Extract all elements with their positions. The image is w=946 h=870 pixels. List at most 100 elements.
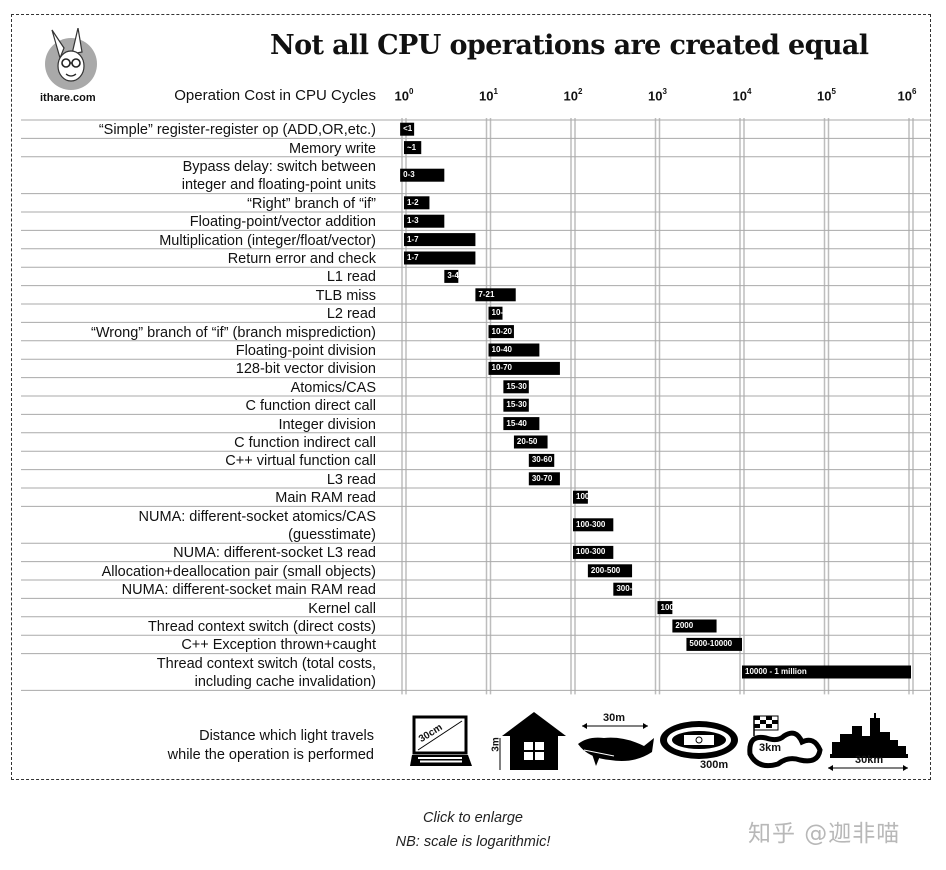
bar-range-label: 5000-10000 <box>689 639 733 649</box>
bar-range-label: 10-70 <box>491 363 512 373</box>
cost-bar <box>503 380 529 394</box>
rabbit-logo-icon <box>45 28 97 90</box>
operation-label: C function indirect call <box>234 435 376 451</box>
bar-range-label: 15-30 <box>506 381 527 391</box>
cost-bar <box>742 665 911 679</box>
bar-range-label: 100-300 <box>576 519 606 529</box>
stadium-distance-label: 300m <box>700 759 729 771</box>
x-tick-label: 103 <box>648 87 667 104</box>
bar-range-label: 2000 <box>675 621 694 630</box>
operation-label: Floating-point/vector addition <box>189 214 376 231</box>
cost-bar <box>613 582 633 596</box>
bar-range-label: 1-7 <box>407 234 419 244</box>
laptop-icon <box>410 715 472 766</box>
whale-distance-label: 30m <box>603 712 626 724</box>
operation-label: “Wrong” branch of “if” (branch mispredic… <box>91 324 376 341</box>
operation-label: “Right” branch of “if” <box>247 195 376 212</box>
bar-range-label: 15-40 <box>506 418 527 428</box>
x-tick-label: 100 <box>394 87 414 104</box>
cost-bar <box>444 269 459 283</box>
cost-bar <box>488 325 514 339</box>
chart-frame <box>11 14 931 780</box>
bar-range-label: 10-20 <box>491 326 512 336</box>
bar-range-label: 30-70 <box>531 473 553 483</box>
bar-range-label: 100-150 <box>576 492 606 502</box>
operation-label: Main RAM read <box>275 490 376 507</box>
bar-range-label: 1-3 <box>407 216 419 226</box>
cost-bar <box>503 417 540 431</box>
stadium-track-icon <box>660 721 738 759</box>
bar-range-label: 200-500 <box>590 565 621 575</box>
distance-label-line1: Distance which light travels <box>199 728 374 744</box>
operation-label: C++ Exception thrown+caught <box>181 637 376 654</box>
operation-label: L3 read <box>326 471 376 488</box>
logo-text: ithare.com <box>40 92 96 104</box>
operation-label: C function direct call <box>245 398 376 415</box>
bar-range-label: 20-50 <box>516 437 538 446</box>
watermark: 知乎 @迦非喵 <box>748 821 901 847</box>
bar-range-label: 1-2 <box>407 197 419 207</box>
bar-range-label: 100-300 <box>576 547 606 557</box>
operation-label: L1 read <box>326 269 376 286</box>
x-tick-label: 106 <box>897 87 917 104</box>
cost-bar <box>488 306 503 320</box>
bar-range-label: 1-7 <box>407 253 419 262</box>
cost-bar <box>404 251 476 265</box>
caption-log-scale-note: NB: scale is logarithmic! <box>395 834 551 850</box>
cost-bar <box>528 472 560 486</box>
bar-range-label: 7-21 <box>478 289 495 299</box>
bar-range-label: 10-12 <box>491 308 512 318</box>
operation-label: L2 read <box>326 306 376 323</box>
x-tick-label: 104 <box>732 87 752 104</box>
cost-bar <box>528 453 555 467</box>
cost-bar <box>503 398 529 412</box>
cost-bar <box>404 214 445 228</box>
house-icon <box>499 712 566 770</box>
cost-bar <box>587 564 633 578</box>
operation-label: NUMA: different-socket L3 read <box>173 545 376 562</box>
cost-bar <box>475 288 516 302</box>
house-distance-label: 3m <box>490 737 502 752</box>
operation-label: NUMA: different-socket atomics/CAS (guess… <box>138 508 376 543</box>
operation-label: 128-bit vector division <box>235 361 376 378</box>
cost-bar <box>573 518 614 532</box>
operation-label: Bypass delay: switch between integer and … <box>181 159 376 194</box>
cost-bar <box>686 637 742 651</box>
operation-label: Allocation+deallocation pair (small obje… <box>101 563 376 580</box>
cost-bar <box>404 141 422 155</box>
bar-range-label: 15-30 <box>506 400 527 410</box>
distance-label-line2: while the operation is performed <box>167 747 374 763</box>
operation-label: Kernel call <box>308 600 376 617</box>
cost-bar <box>488 343 540 357</box>
operation-label: C++ virtual function call <box>225 453 376 470</box>
bar-range-label: 30-60 <box>531 455 553 465</box>
x-tick-label: 101 <box>479 87 498 104</box>
bar-range-label: 0-3 <box>403 170 415 180</box>
bar-range-label: 10000 - 1 million <box>745 667 807 676</box>
caption-click-to-enlarge[interactable]: Click to enlarge <box>423 810 523 826</box>
cost-bar <box>400 122 415 136</box>
bar-range-label: ~1 <box>407 142 417 152</box>
operation-label: Integer division <box>278 416 376 433</box>
cost-bar <box>400 168 445 182</box>
race-track-icon <box>747 715 823 769</box>
cost-bar <box>404 196 430 210</box>
whale-icon <box>578 723 654 766</box>
operation-label: NUMA: different-socket main RAM read <box>121 582 376 599</box>
x-tick-label: 102 <box>563 87 583 104</box>
axis-header-label: Operation Cost in CPU Cycles <box>174 87 376 104</box>
bar-range-label: 3-4 <box>447 271 459 281</box>
race-track-distance-label: 3km <box>759 742 782 754</box>
operation-label: Multiplication (integer/float/vector) <box>159 232 376 249</box>
x-tick-label: 105 <box>817 87 836 104</box>
operation-label: Thread context switch (direct costs) <box>147 619 376 635</box>
bar-range-label: 300-500 <box>616 584 646 594</box>
distance-label: Distance which light travels while the o… <box>168 727 374 765</box>
operation-label: Return error and check <box>227 251 376 267</box>
operation-label: TLB miss <box>315 287 376 304</box>
cost-bar <box>573 490 588 504</box>
chart-title: Not all CPU operations are created equal <box>270 30 869 61</box>
cost-bar <box>513 435 548 449</box>
operation-label: Floating-point division <box>235 343 376 359</box>
